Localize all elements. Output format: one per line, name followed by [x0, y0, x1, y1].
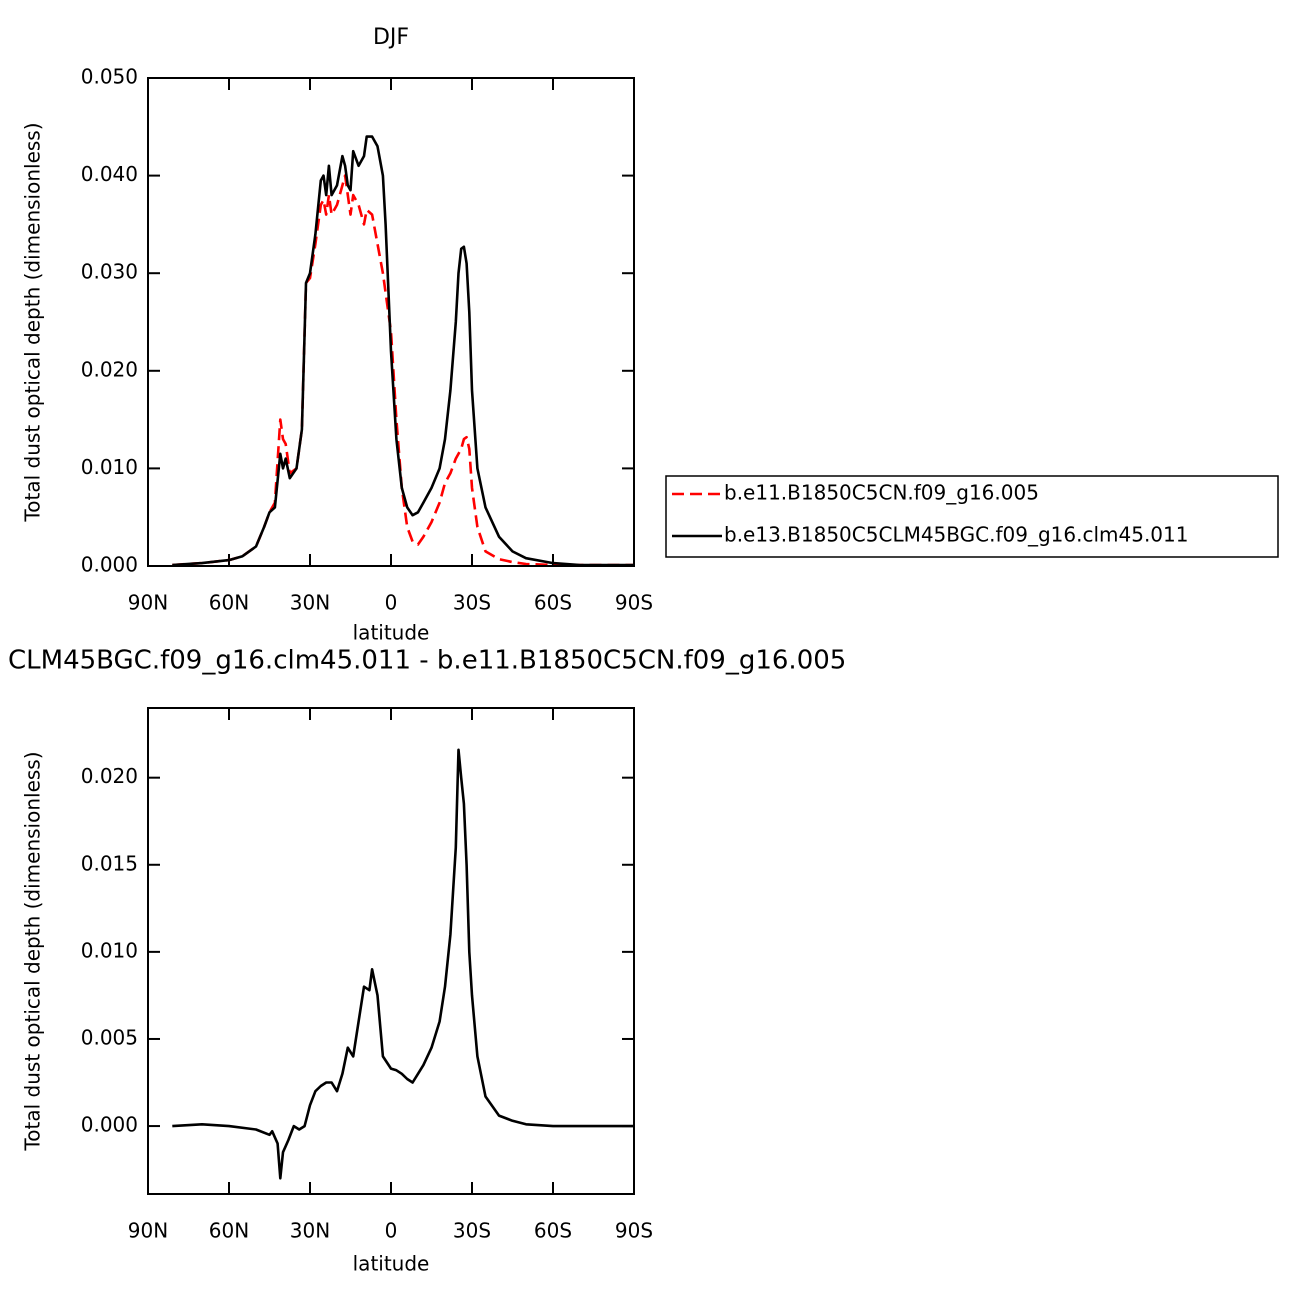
legend-box: [665, 475, 1279, 558]
y-tick-label: 0.010: [81, 455, 138, 479]
data-line: [172, 174, 634, 567]
y-axis-label: Total dust optical depth (dimensionless): [21, 751, 45, 1151]
x-tick-label: 90N: [128, 1219, 168, 1243]
x-tick-label: 90S: [615, 591, 653, 615]
y-tick-label: 0.050: [81, 65, 138, 89]
data-line: [172, 748, 634, 1180]
y-tick-label: 0.030: [81, 260, 138, 284]
chart-title: DJF: [373, 25, 409, 50]
x-tick-label: 0: [385, 591, 398, 615]
x-tick-label: 0: [385, 1219, 398, 1243]
x-tick-label: 30N: [290, 591, 330, 615]
x-tick-label: 60N: [209, 1219, 249, 1243]
y-tick-label: 0.000: [81, 553, 138, 577]
y-axis-label: Total dust optical depth (dimensionless): [21, 122, 45, 522]
x-axis-label: latitude: [353, 621, 430, 645]
x-axis-label: latitude: [353, 1252, 430, 1276]
y-tick-label: 0.020: [81, 357, 138, 381]
x-tick-label: 60N: [209, 591, 249, 615]
y-tick-label: 0.015: [81, 851, 138, 875]
chart-title: CLM45BGC.f09_g16.clm45.011 - b.e11.B1850…: [8, 646, 846, 676]
y-tick-label: 0.005: [81, 1025, 138, 1049]
x-tick-label: 30S: [453, 1219, 491, 1243]
legend-label: b.e13.B1850C5CLM45BGC.f09_g16.clm45.011: [724, 523, 1188, 547]
data-line: [172, 135, 634, 567]
y-tick-label: 0.040: [81, 162, 138, 186]
x-tick-label: 60S: [534, 1219, 572, 1243]
plot-frame: [147, 77, 635, 567]
y-tick-label: 0.000: [81, 1113, 138, 1137]
x-tick-label: 30N: [290, 1219, 330, 1243]
plot-frame: [147, 707, 635, 1195]
x-tick-label: 90N: [128, 591, 168, 615]
x-tick-label: 30S: [453, 591, 491, 615]
legend-label: b.e11.B1850C5CN.f09_g16.005: [724, 481, 1039, 505]
x-tick-label: 60S: [534, 591, 572, 615]
x-tick-label: 90S: [615, 1219, 653, 1243]
y-tick-label: 0.010: [81, 938, 138, 962]
y-tick-label: 0.020: [81, 764, 138, 788]
